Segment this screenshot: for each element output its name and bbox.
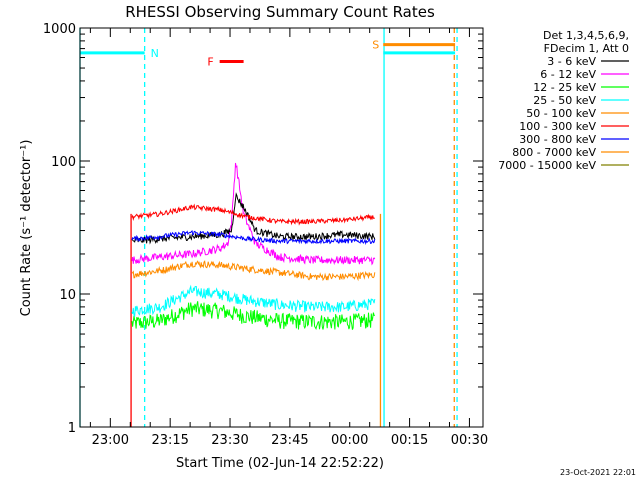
y-tick-label: 1 xyxy=(68,421,76,436)
y-tick-label: 100 xyxy=(51,155,76,170)
y-tick-label: 10 xyxy=(59,288,76,303)
legend-label-100-300-kev: 100 - 300 keV xyxy=(519,120,596,133)
y-axis: 1 10 100 1000 xyxy=(43,22,483,436)
legend-label-800-7000-kev: 800 - 7000 keV xyxy=(512,146,596,159)
legend-label-25-50-kev: 25 - 50 keV xyxy=(533,94,596,107)
series-line-6-12-kev xyxy=(131,162,376,266)
x-tick-label: 23:45 xyxy=(271,433,308,448)
series-line-50-100-kev xyxy=(131,260,376,282)
legend: Det 1,3,4,5,6,9,FDecim 1, Att 03 - 6 keV… xyxy=(498,29,629,172)
legend-label-12-25-kev: 12 - 25 keV xyxy=(533,81,596,94)
series-line-100-300-kev xyxy=(131,203,375,226)
x-tick-label: 23:00 xyxy=(92,433,129,448)
legend-label-3-6-kev: 3 - 6 keV xyxy=(547,55,596,68)
annotation-label-n: N xyxy=(151,47,159,60)
plot-frame xyxy=(79,27,484,428)
legend-label-6-12-kev: 6 - 12 keV xyxy=(540,68,596,81)
legend-header-line: FDecim 1, Att 0 xyxy=(544,42,629,55)
x-axis-label: Start Time (02-Jun-14 22:52:22) xyxy=(176,456,384,471)
x-axis: 23:00 23:15 23:30 23:45 00:00 00:15 00:30 xyxy=(89,28,488,448)
series-line-300-800-kev xyxy=(131,230,376,246)
x-tick-label: 23:30 xyxy=(211,433,248,448)
footer-timestamp: 23-Oct-2021 22:01 xyxy=(560,468,636,477)
series-line-3-6-kev xyxy=(131,192,376,245)
plot-area: N S F xyxy=(79,28,458,427)
x-tick-label: 00:00 xyxy=(331,433,368,448)
legend-label-300-800-kev: 300 - 800 keV xyxy=(519,133,596,146)
legend-label-7000-15000-kev: 7000 - 15000 keV xyxy=(498,159,596,172)
annotation-label-f: F xyxy=(207,55,213,68)
legend-label-50-100-kev: 50 - 100 keV xyxy=(526,107,596,120)
legend-header-line: Det 1,3,4,5,6,9, xyxy=(543,29,629,42)
y-axis-label: Count Rate (s⁻¹ detector⁻¹) xyxy=(19,140,34,317)
series-line-25-50-kev xyxy=(131,284,376,317)
series-line-12-25-kev xyxy=(131,301,375,331)
y-tick-label: 1000 xyxy=(43,22,76,37)
x-tick-label: 00:30 xyxy=(451,433,488,448)
x-tick-label: 23:15 xyxy=(151,433,188,448)
chart-title: RHESSI Observing Summary Count Rates xyxy=(125,3,435,21)
annotation-label-s: S xyxy=(372,39,379,52)
x-tick-label: 00:15 xyxy=(391,433,428,448)
